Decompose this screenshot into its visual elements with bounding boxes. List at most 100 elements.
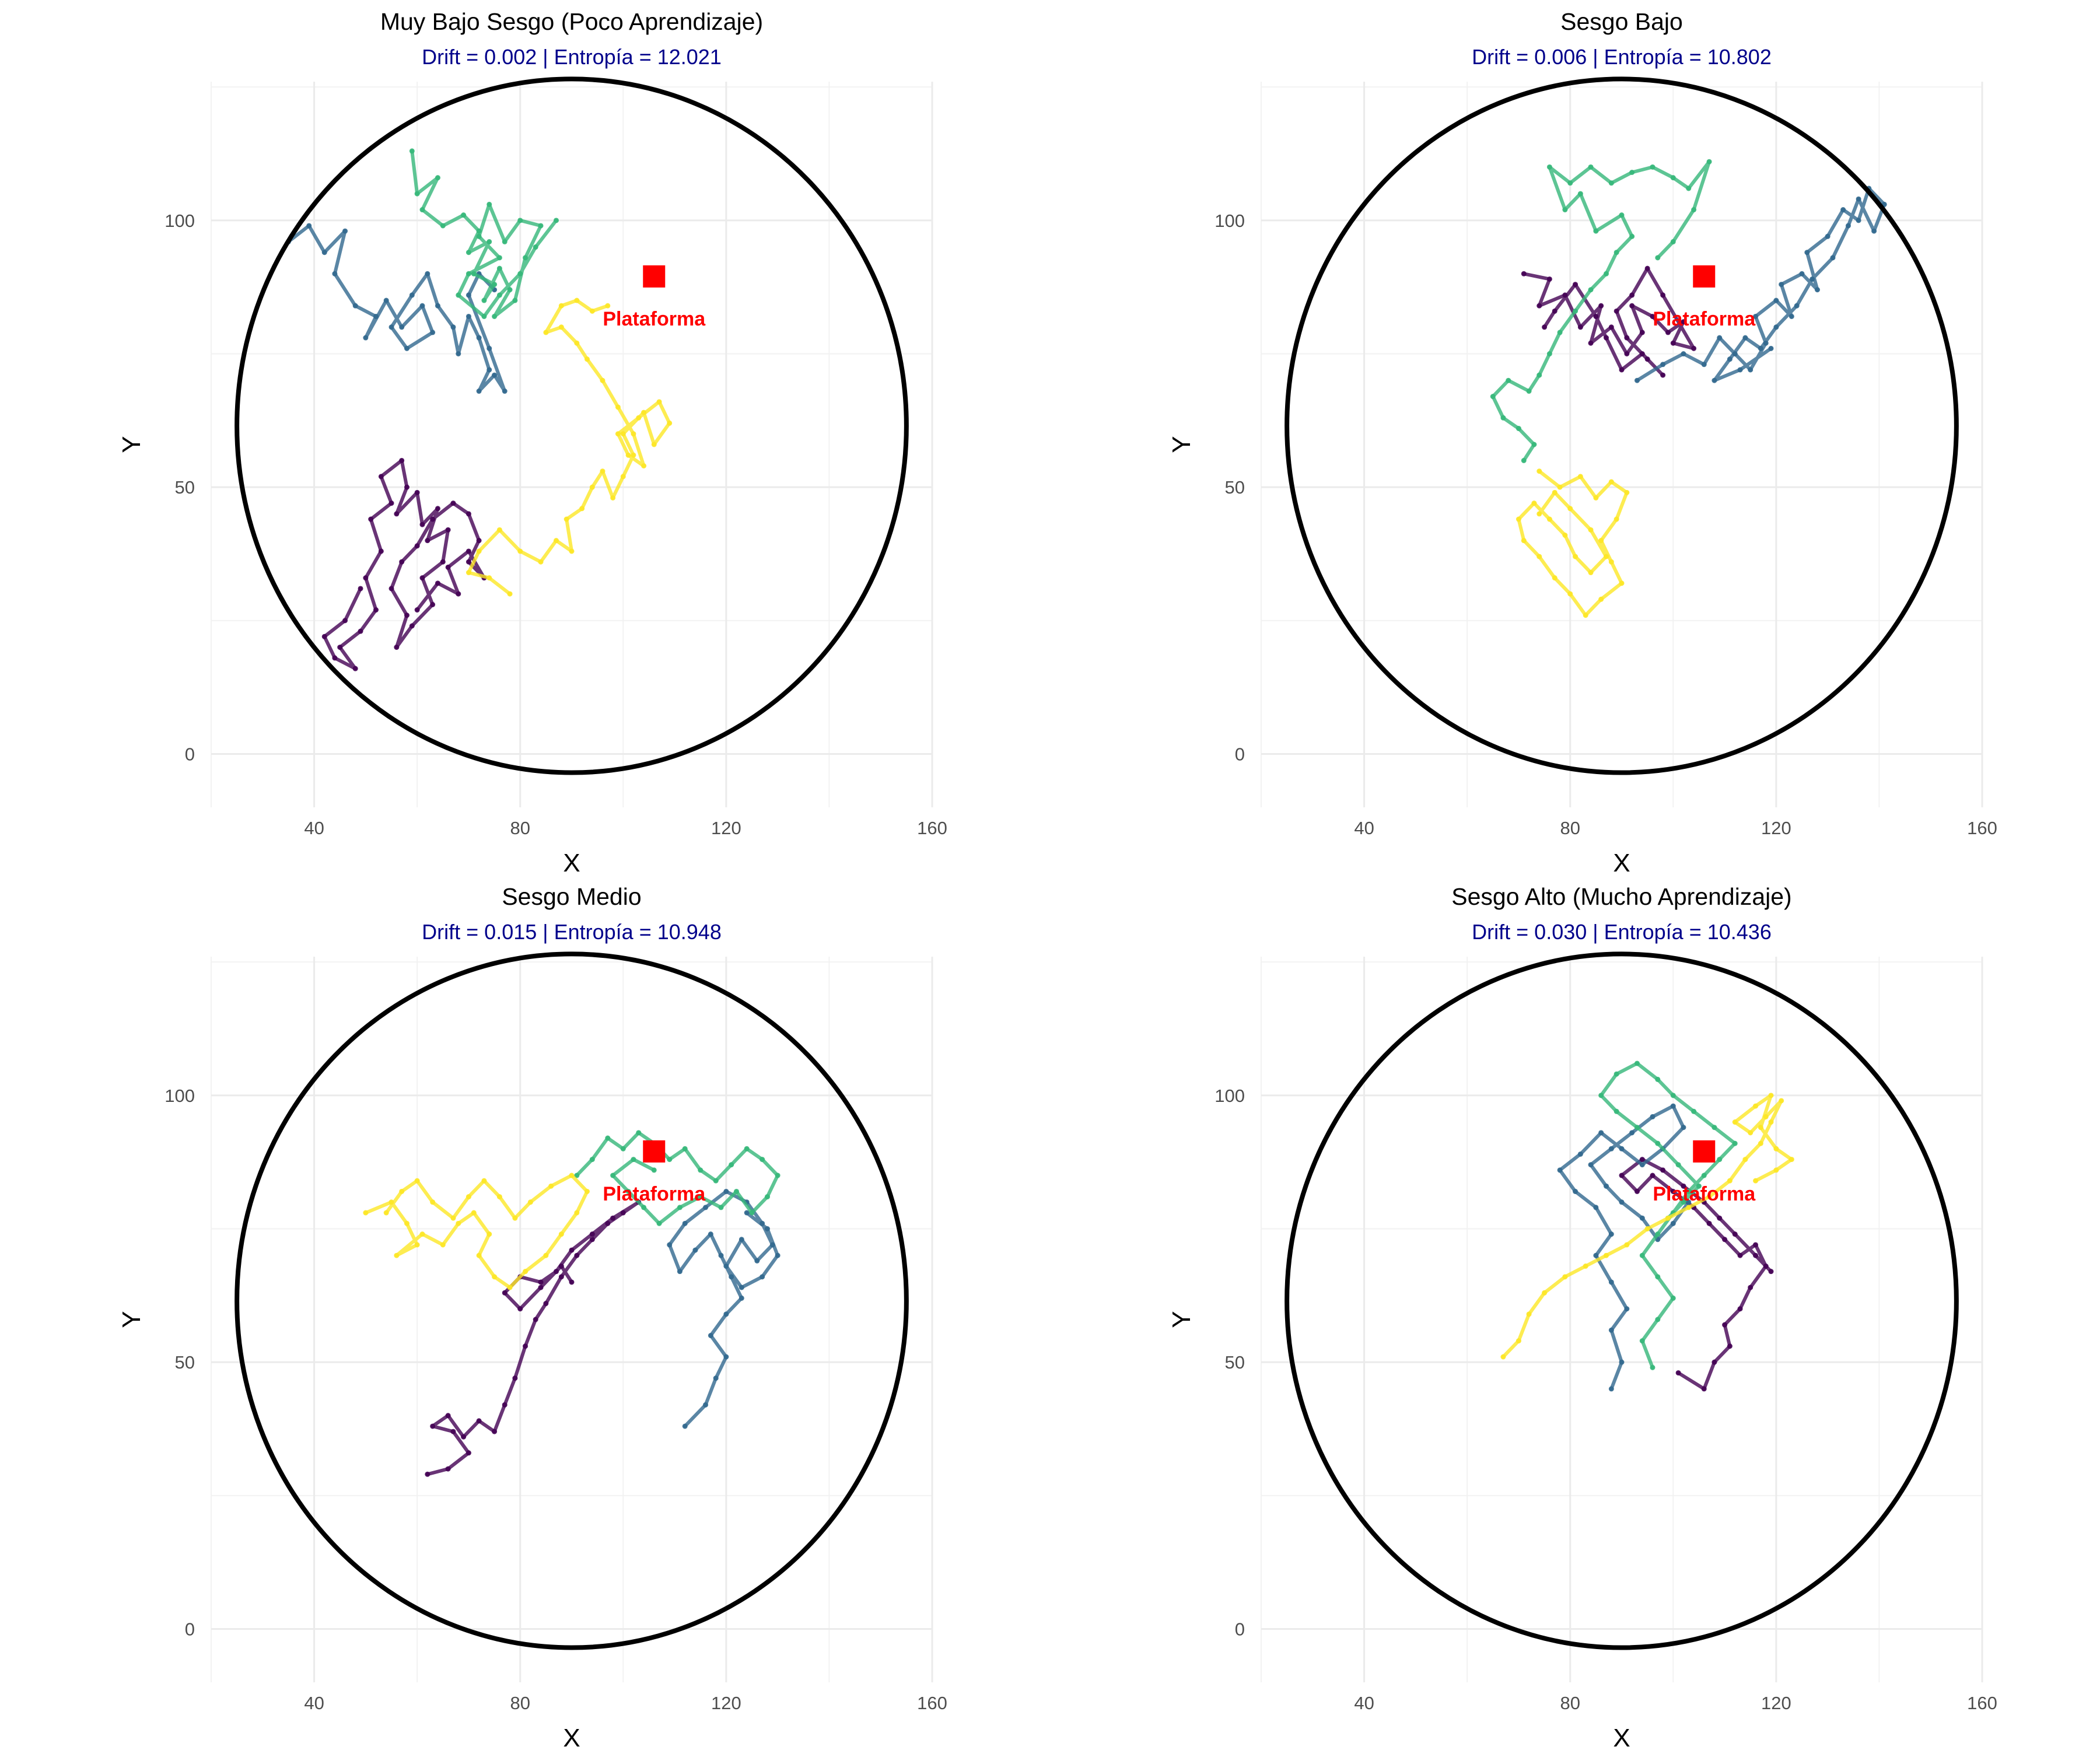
trajectory-point	[1655, 1076, 1661, 1082]
trajectory-point	[1660, 292, 1666, 298]
trajectory-point	[558, 303, 564, 309]
trajectory-point	[589, 484, 595, 490]
trajectory-point	[435, 175, 440, 181]
trajectory-4	[466, 298, 673, 597]
trajectory-point	[373, 313, 379, 319]
trajectory-point	[1748, 1284, 1754, 1290]
trajectory-point	[476, 538, 482, 544]
trajectory-point	[321, 250, 327, 256]
trajectory-point	[1686, 1199, 1692, 1205]
trajectory-point	[476, 388, 482, 394]
panel-muy-bajo-sesgo: Muy Bajo Sesgo (Poco Aprendizaje) Drift …	[0, 0, 1050, 875]
trajectory-point	[363, 1210, 369, 1216]
trajectory-point	[1629, 303, 1635, 309]
trajectory-point	[1732, 1231, 1738, 1237]
trajectory-point	[1717, 1215, 1723, 1221]
x-axis-label: X	[1613, 849, 1630, 875]
trajectory-point	[492, 282, 498, 288]
trajectory-point	[404, 612, 410, 618]
trajectory-point	[461, 1434, 467, 1440]
trajectory-point	[1814, 287, 1820, 293]
trajectory-point	[1732, 1119, 1738, 1125]
trajectory-point	[1691, 345, 1697, 351]
trajectory-point	[554, 1269, 559, 1275]
trajectory-point	[589, 1157, 595, 1163]
trajectory-point	[1753, 1252, 1759, 1258]
trajectory-3	[1490, 159, 1712, 463]
trajectory-point	[1624, 1242, 1630, 1248]
x-axis-label: X	[563, 849, 580, 875]
trajectory-point	[435, 506, 440, 512]
trajectory-point	[1655, 1140, 1661, 1146]
trajectory-point	[538, 1284, 544, 1290]
trajectory-point	[610, 1215, 616, 1221]
major-gridlines	[1261, 82, 1983, 807]
trajectory-point	[620, 1146, 626, 1152]
trajectory-point	[1588, 164, 1594, 170]
trajectory-point	[729, 1162, 734, 1168]
trajectory-line	[410, 149, 558, 318]
trajectory-point	[754, 1258, 760, 1264]
trajectory-point	[579, 506, 585, 512]
trajectory-point	[487, 239, 492, 244]
trajectory-point	[476, 1418, 482, 1424]
trajectory-point	[631, 452, 636, 458]
panel-title: Muy Bajo Sesgo (Poco Aprendizaje)	[380, 8, 764, 35]
trajectory-point	[1598, 1093, 1604, 1098]
trajectory-point	[404, 1220, 410, 1226]
trajectory-point	[1706, 1220, 1712, 1226]
trajectory-point	[404, 345, 410, 351]
trajectory-4	[363, 1172, 590, 1290]
trajectory-point	[1768, 1269, 1774, 1275]
y-tick-label: 100	[164, 1086, 195, 1106]
trajectory-point	[414, 543, 420, 549]
panel-subtitle: Drift = 0.002 | Entropía = 12.021	[422, 45, 722, 69]
platform-marker	[1693, 265, 1716, 288]
trajectory-point	[476, 228, 482, 234]
trajectory-line	[425, 1200, 640, 1476]
trajectory-point	[492, 1429, 498, 1434]
platform-marker	[643, 265, 666, 288]
trajectory-2	[1557, 1103, 1692, 1392]
trajectory-point	[352, 303, 358, 309]
trajectory-point	[388, 501, 394, 506]
trajectory-point	[1593, 228, 1599, 234]
trajectory-point	[1675, 1162, 1681, 1168]
trajectory-point	[466, 271, 471, 276]
trajectory-point	[1521, 457, 1527, 463]
trajectory-point	[610, 495, 616, 501]
trajectory-point	[496, 292, 502, 298]
trajectory-point	[631, 431, 636, 437]
trajectory-point	[487, 575, 492, 581]
trajectory-point	[1573, 1188, 1578, 1194]
trajectory-point	[605, 1135, 611, 1141]
trajectory-point	[1634, 1188, 1640, 1194]
trajectory-point	[1650, 1114, 1656, 1119]
trajectory-point	[1624, 351, 1630, 356]
trajectory-point	[1650, 313, 1656, 319]
trajectory-point	[1573, 282, 1578, 288]
trajectory-point	[425, 538, 430, 544]
trajectory-point	[1562, 207, 1568, 213]
trajectory-point	[1768, 1119, 1774, 1125]
x-tick-label: 40	[1354, 818, 1374, 838]
trajectory-point	[456, 591, 461, 597]
trajectory-point	[471, 1210, 477, 1216]
trajectory-point	[569, 1172, 575, 1178]
trajectory-point	[1670, 1093, 1676, 1098]
trajectory-point	[1732, 1140, 1738, 1146]
trajectory-point	[1624, 335, 1630, 341]
trajectory-point	[342, 618, 348, 624]
trajectory-point	[775, 1172, 780, 1178]
trajectory-point	[1742, 1157, 1748, 1163]
trajectory-point	[352, 666, 358, 671]
trajectory-point	[1794, 303, 1800, 309]
trajectory-point	[414, 1242, 420, 1248]
trajectory-point	[1546, 164, 1552, 170]
trajectory-point	[723, 1354, 729, 1360]
trajectory-point	[1500, 415, 1506, 421]
trajectory-point	[713, 1178, 719, 1184]
trajectory-point	[554, 538, 559, 544]
trajectory-point	[1639, 1252, 1645, 1258]
trajectory-point	[1753, 1103, 1759, 1109]
